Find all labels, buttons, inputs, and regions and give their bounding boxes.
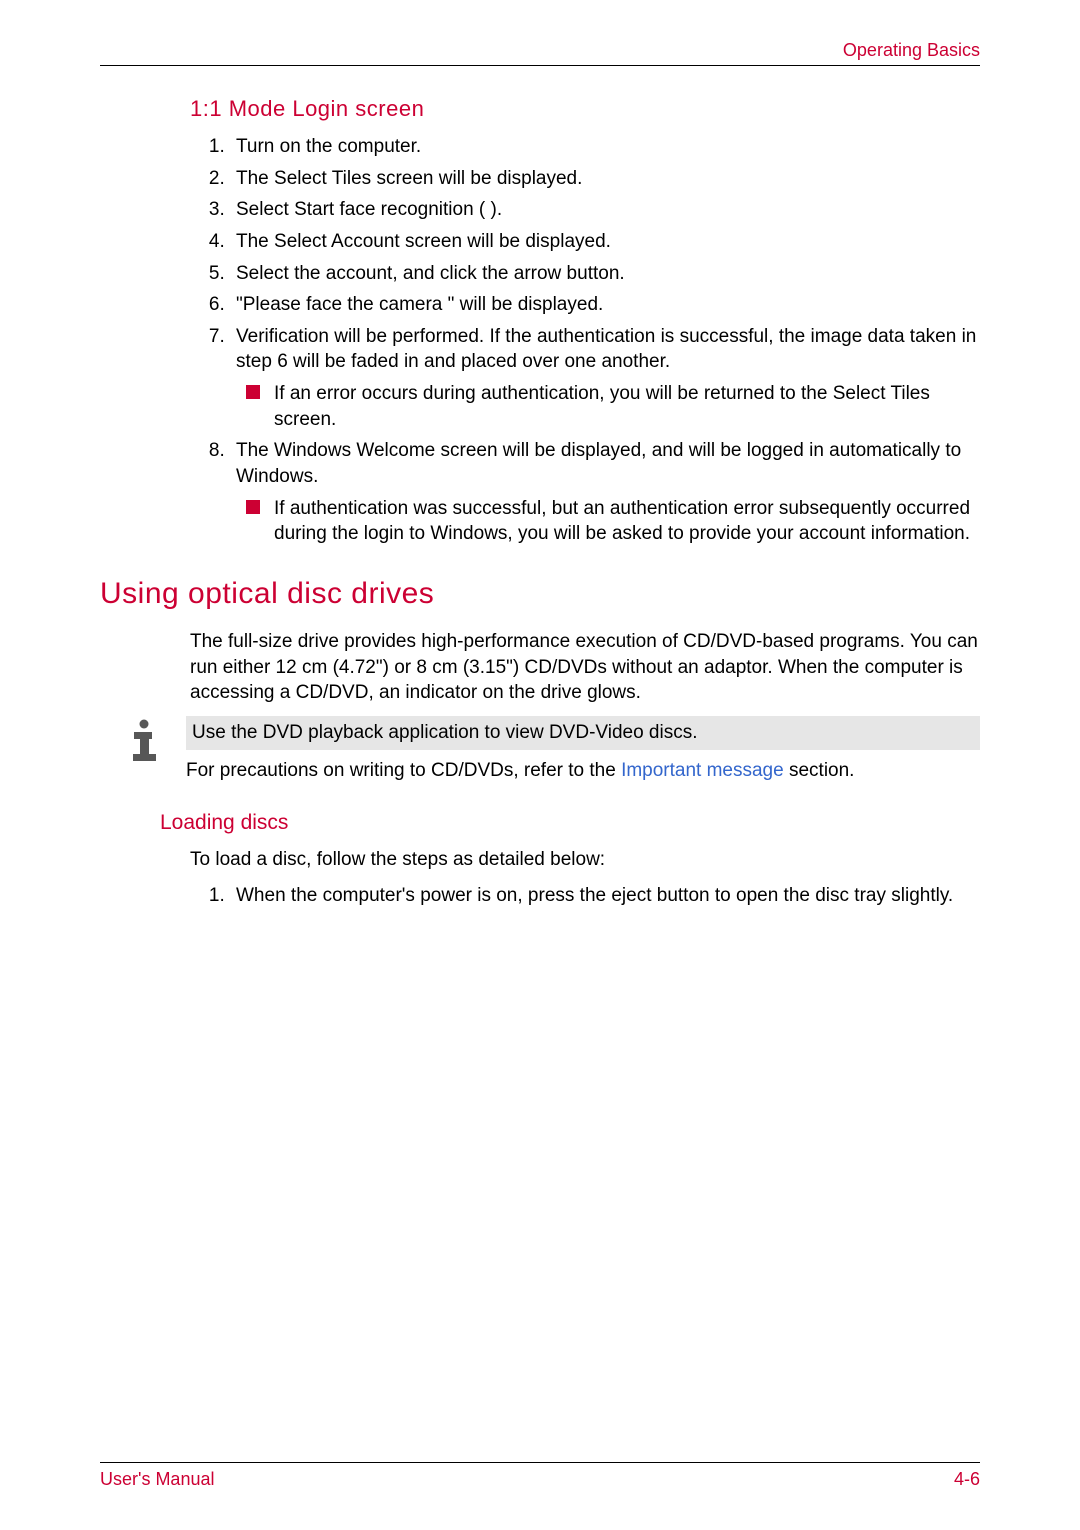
main-content: 1:1 Mode Login screen Turn on the comput…: [100, 96, 980, 908]
precaution-paragraph: For precautions on writing to CD/DVDs, r…: [186, 758, 980, 784]
heading-loading-discs: Loading discs: [160, 811, 980, 835]
precaution-pre: For precautions on writing to CD/DVDs, r…: [186, 760, 621, 781]
step-text: The Windows Welcome screen will be displ…: [236, 440, 961, 487]
sub-bullet-list: If authentication was successful, but an…: [236, 496, 980, 547]
step-text: Verification will be performed. If the a…: [236, 326, 976, 373]
optical-intro-paragraph: The full-size drive provides high-perfor…: [190, 629, 980, 706]
list-item: Turn on the computer.: [230, 134, 980, 160]
bullet-item: If authentication was successful, but an…: [246, 496, 980, 547]
info-icon: [120, 716, 168, 762]
header-section-title: Operating Basics: [100, 40, 980, 61]
note-box: Use the DVD playback application to view…: [186, 716, 980, 750]
loading-steps-list: When the computer's power is on, press t…: [190, 883, 980, 909]
info-note-row: Use the DVD playback application to view…: [120, 716, 980, 793]
page-content: Operating Basics 1:1 Mode Login screen T…: [100, 40, 980, 1470]
heading-mode-login: 1:1 Mode Login screen: [190, 96, 980, 122]
precaution-post: section.: [784, 760, 855, 781]
heading-optical-drives: Using optical disc drives: [100, 577, 980, 611]
list-item: Select the account, and click the arrow …: [230, 261, 980, 287]
list-item: The Select Tiles screen will be displaye…: [230, 166, 980, 192]
list-item: Select Start face recognition ( ).: [230, 197, 980, 223]
list-item: Verification will be performed. If the a…: [230, 324, 980, 433]
important-message-link[interactable]: Important message: [621, 760, 784, 781]
list-item: When the computer's power is on, press t…: [230, 883, 980, 909]
list-item: The Windows Welcome screen will be displ…: [230, 438, 980, 547]
login-steps-list: Turn on the computer. The Select Tiles s…: [190, 134, 980, 547]
list-item: The Select Account screen will be displa…: [230, 229, 980, 255]
list-item: "Please face the camera " will be displa…: [230, 292, 980, 318]
footer-page-number: 4-6: [954, 1469, 980, 1490]
footer-left: User's Manual: [100, 1469, 214, 1490]
loading-intro: To load a disc, follow the steps as deta…: [190, 847, 980, 873]
page-footer: User's Manual 4-6: [100, 1462, 980, 1490]
sub-bullet-list: If an error occurs during authentication…: [236, 381, 980, 432]
bullet-item: If an error occurs during authentication…: [246, 381, 980, 432]
page-header: Operating Basics: [100, 40, 980, 66]
note-column: Use the DVD playback application to view…: [186, 716, 980, 793]
